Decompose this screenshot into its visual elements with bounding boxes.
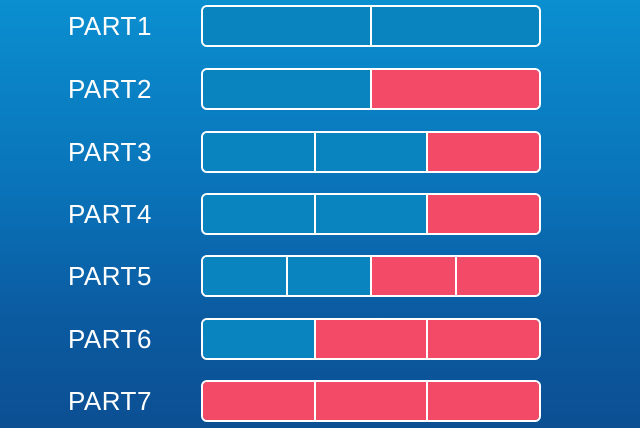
segment-empty (370, 7, 539, 45)
part-bar (201, 5, 541, 47)
part-bar (201, 255, 541, 297)
segment-empty (203, 320, 314, 358)
part-label: PART1 (68, 11, 152, 41)
segment-empty (203, 70, 370, 108)
segment-filled (313, 320, 427, 358)
segment-filled (426, 133, 539, 171)
part-row: PART3 (0, 131, 640, 173)
segment-filled (313, 382, 427, 420)
part-label: PART3 (68, 137, 152, 167)
part-label: PART4 (68, 199, 152, 229)
segment-empty (313, 195, 427, 233)
segment-filled (426, 320, 539, 358)
segment-filled (370, 257, 455, 295)
part-label: PART7 (68, 386, 152, 416)
segment-empty (285, 257, 370, 295)
part-bar (201, 380, 541, 422)
part-row: PART5 (0, 255, 640, 297)
part-bar (201, 131, 541, 173)
part-row: PART1 (0, 5, 640, 47)
part-bar (201, 68, 541, 110)
segment-filled (370, 70, 539, 108)
segment-empty (203, 7, 370, 45)
part-label: PART5 (68, 261, 152, 291)
part-row: PART4 (0, 193, 640, 235)
segment-empty (203, 257, 286, 295)
part-row: PART7 (0, 380, 640, 422)
segment-filled (203, 382, 314, 420)
part-bar (201, 193, 541, 235)
part-row: PART6 (0, 318, 640, 360)
part-label: PART6 (68, 324, 152, 354)
segment-filled (426, 195, 539, 233)
part-bar (201, 318, 541, 360)
part-row: PART2 (0, 68, 640, 110)
segment-empty (313, 133, 427, 171)
segment-filled (426, 382, 539, 420)
segment-empty (203, 195, 314, 233)
segment-empty (203, 133, 314, 171)
part-label: PART2 (68, 74, 152, 104)
segment-filled (454, 257, 539, 295)
